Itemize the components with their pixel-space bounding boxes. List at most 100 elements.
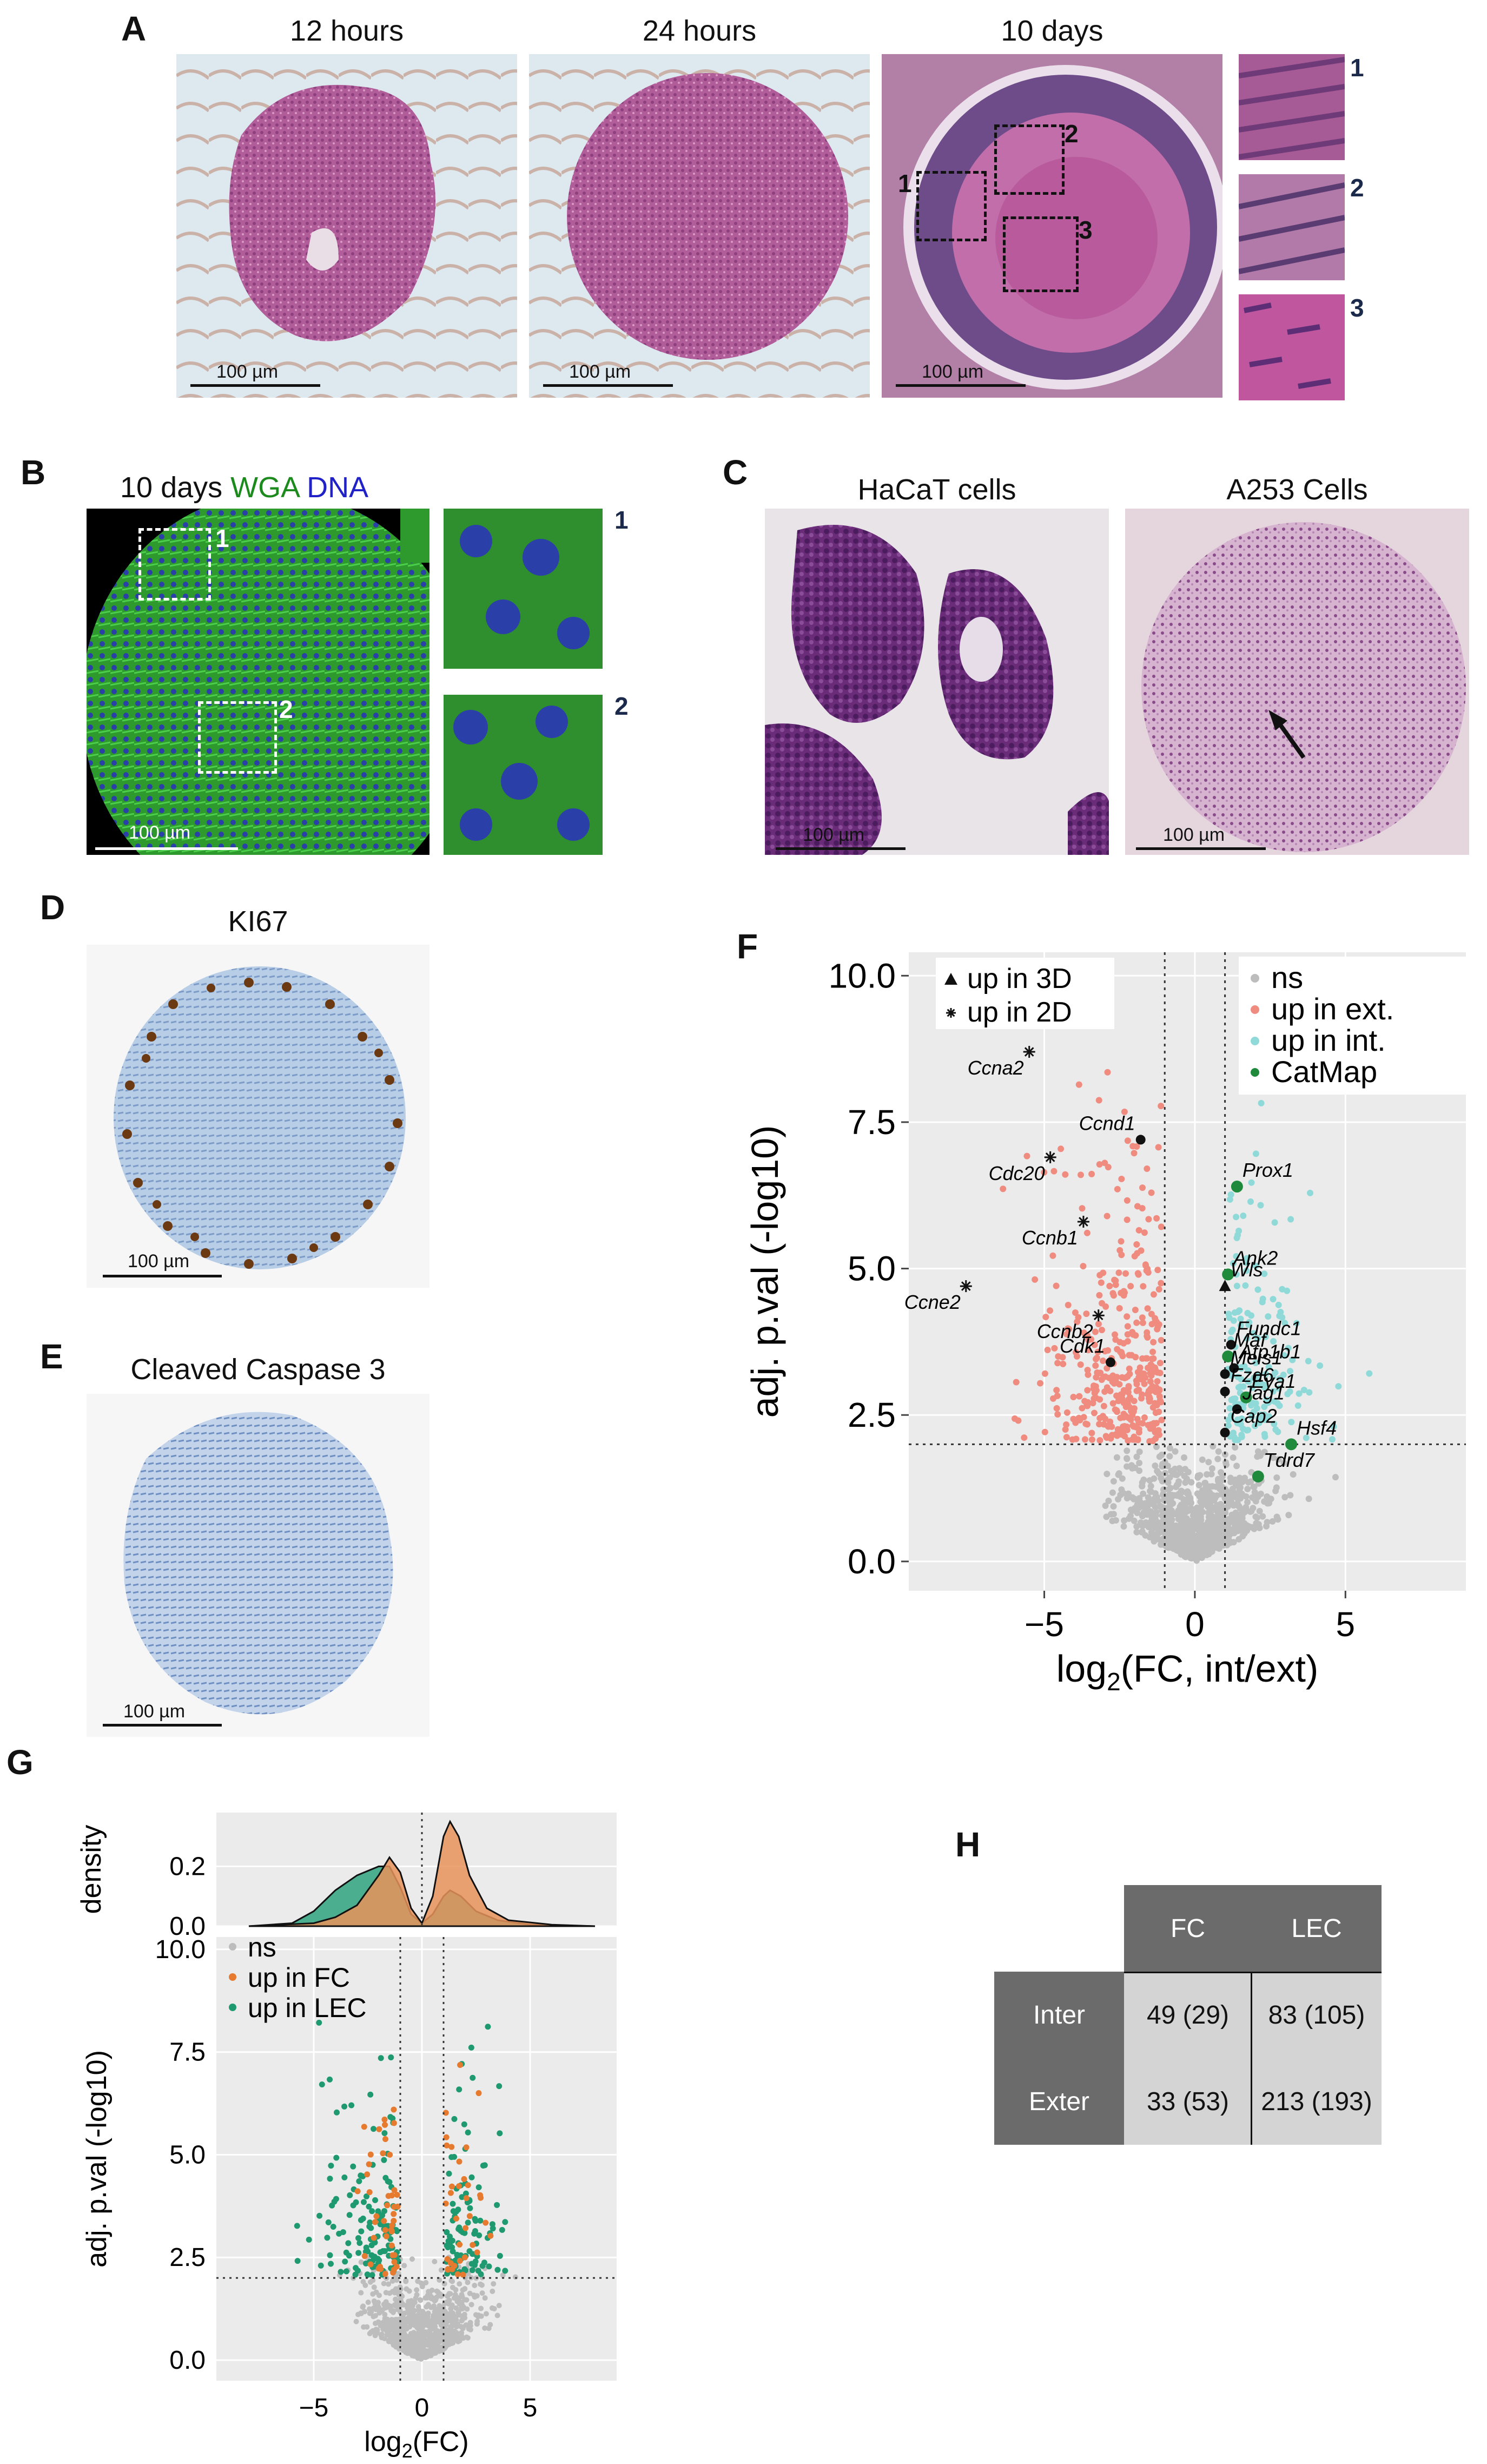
point-ns	[479, 2290, 485, 2296]
point-up-fc	[454, 2271, 461, 2277]
point-up-int	[1247, 1198, 1254, 1205]
point-up-int	[1255, 1419, 1263, 1426]
legend-swatch	[229, 1973, 236, 1981]
point-up-fc	[477, 2192, 484, 2198]
point-up-lec	[350, 2163, 356, 2170]
point-ns	[1192, 1554, 1199, 1561]
table-divider-v	[1251, 1972, 1252, 2145]
point-up-ext	[1118, 1350, 1125, 1357]
point-up-int	[1330, 1423, 1337, 1430]
legend-label-2d: up in 2D	[967, 997, 1072, 1028]
point-up-int	[1279, 1314, 1286, 1321]
point-up-lec	[499, 2226, 505, 2233]
point-ns	[460, 2325, 466, 2331]
point-ns	[433, 2297, 439, 2303]
caption-24-hours: 24 hours	[642, 15, 757, 47]
point-ns	[379, 2331, 385, 2337]
point-ns	[438, 2267, 444, 2273]
point-up-ext	[1100, 1402, 1107, 1409]
point-ns	[1204, 1471, 1211, 1478]
gene-label-ccnd1: Ccnd1	[1079, 1112, 1135, 1134]
point-ns	[1230, 1502, 1237, 1509]
caption-hacat: HaCaT cells	[857, 473, 1016, 506]
y-axis-label: adj. p.val (-log10)	[81, 2050, 113, 2268]
point-up-int	[1244, 1309, 1251, 1316]
point-up-int	[1270, 1338, 1277, 1345]
point-up-lec	[364, 2271, 371, 2278]
point-ns	[1305, 1495, 1312, 1503]
point-ns	[1175, 1531, 1182, 1538]
point-up-int	[1233, 1282, 1240, 1289]
point-ns	[1194, 1472, 1201, 1479]
point-up-lec	[328, 2163, 334, 2169]
point-up-ext	[1150, 1339, 1157, 1346]
point-up-fc	[382, 2271, 388, 2277]
point-up-ext	[1156, 1397, 1164, 1404]
micrograph-hacat	[765, 509, 1109, 855]
point-up-ext	[1144, 1334, 1151, 1341]
point-ns	[394, 2277, 400, 2283]
point-ns	[1131, 1495, 1138, 1503]
point-up-int	[1233, 1271, 1240, 1278]
point-up-ext	[1139, 1319, 1146, 1326]
point-up-ext	[1084, 1387, 1091, 1394]
point-up-ext	[1075, 1081, 1082, 1088]
x-tick-label: 0	[1185, 1605, 1205, 1644]
point-up-ext	[1079, 1405, 1086, 1412]
point-ns	[1120, 1523, 1127, 1530]
point-ns	[1182, 1525, 1189, 1532]
point-up-ext	[1077, 1361, 1084, 1368]
point-ns	[1175, 1478, 1182, 1485]
point-up-lec	[316, 2019, 322, 2026]
marker-hsf4	[1285, 1438, 1298, 1451]
point-up-ext	[1120, 1411, 1127, 1418]
point-up-fc	[383, 2233, 389, 2239]
point-up-lec	[394, 2228, 400, 2235]
point-ns	[381, 2281, 387, 2287]
point-up-ext	[1139, 1184, 1146, 1191]
point-ns	[419, 2341, 425, 2347]
point-ns	[1185, 1491, 1192, 1498]
point-ns	[374, 2329, 380, 2335]
gene-label-cap2: Cap2	[1231, 1405, 1277, 1427]
point-ns	[362, 2309, 368, 2315]
point-up-lec	[444, 2242, 450, 2249]
point-ns	[431, 2303, 437, 2309]
point-ns	[414, 2292, 420, 2298]
point-ns	[450, 2278, 455, 2284]
point-up-ext	[1124, 1331, 1131, 1338]
point-up-int	[1286, 1368, 1293, 1375]
point-ns	[1215, 1508, 1222, 1516]
point-ns	[367, 2310, 373, 2316]
gene-label-tdrd7: Tdrd7	[1264, 1449, 1316, 1471]
point-ns	[360, 2304, 366, 2310]
table-cell-inter-fc: 49 (29)	[1124, 1972, 1252, 2058]
point-ns	[1227, 1474, 1234, 1481]
point-up-ext	[1091, 1395, 1098, 1402]
point-up-int	[1270, 1373, 1277, 1380]
point-up-ext	[1126, 1394, 1133, 1401]
point-up-ext	[1102, 1373, 1109, 1380]
point-up-int	[1233, 1234, 1240, 1241]
point-ns	[361, 2324, 367, 2330]
point-ns	[1110, 1503, 1117, 1510]
point-up-ext	[1065, 1301, 1072, 1308]
point-up-int	[1272, 1426, 1279, 1433]
point-up-ext	[1139, 1420, 1146, 1427]
point-up-ext	[1158, 1337, 1165, 1344]
point-up-ext	[1135, 1426, 1142, 1433]
point-ns	[1164, 1462, 1171, 1470]
point-up-fc	[367, 2151, 374, 2158]
point-ns	[1197, 1549, 1204, 1556]
point-up-ext	[1099, 1413, 1106, 1420]
point-up-ext	[1079, 1205, 1086, 1212]
point-up-ext	[1150, 1291, 1157, 1298]
caption-caspase: Cleaved Caspase 3	[130, 1353, 386, 1386]
caption-12-hours: 12 hours	[289, 15, 404, 47]
point-up-int	[1228, 1328, 1235, 1335]
point-up-lec	[472, 2258, 479, 2265]
point-ns	[1140, 1490, 1147, 1497]
point-up-lec	[462, 2190, 469, 2197]
point-up-lec	[486, 2263, 492, 2270]
point-up-int	[1366, 1370, 1373, 1377]
